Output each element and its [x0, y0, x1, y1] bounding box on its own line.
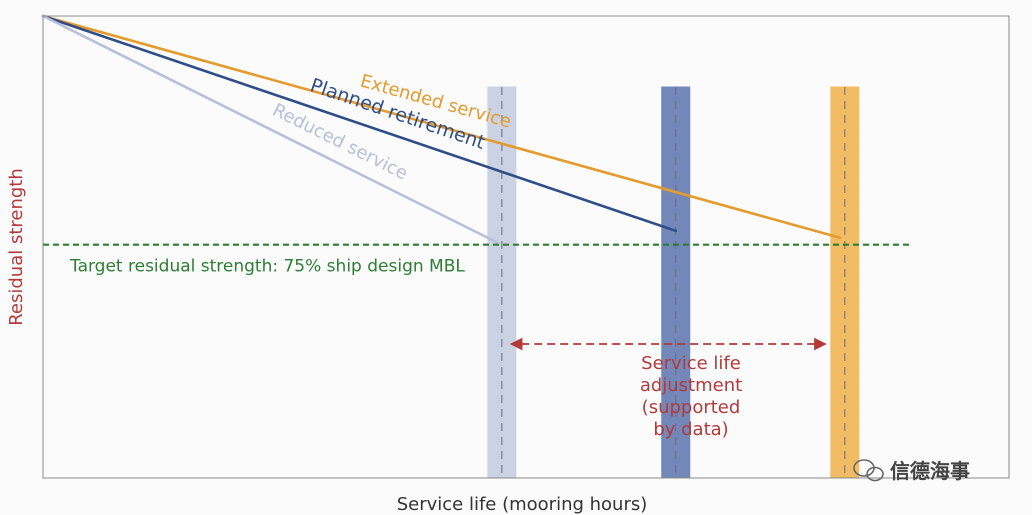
- watermark: 信德海事: [853, 459, 970, 483]
- wechat-icon: [853, 459, 884, 482]
- adjustment-label-line: adjustment: [640, 375, 742, 396]
- adjustment-label-line: (supported: [642, 397, 741, 418]
- series-line-reduced-service: [41, 14, 499, 244]
- series-line-extended-service: [41, 14, 842, 240]
- adjustment-label-line: Service life: [641, 353, 741, 374]
- series-line-planned-retirement: [41, 14, 678, 233]
- adjustment-label-line: by data): [653, 419, 728, 440]
- plot-frame: [42, 15, 1010, 479]
- watermark-text: 信德海事: [890, 459, 970, 483]
- target-residual-label: Target residual strength: 75% ship desig…: [69, 257, 465, 277]
- x-axis-label: Service life (mooring hours): [397, 494, 648, 515]
- y-axis-label: Residual strength: [6, 168, 27, 326]
